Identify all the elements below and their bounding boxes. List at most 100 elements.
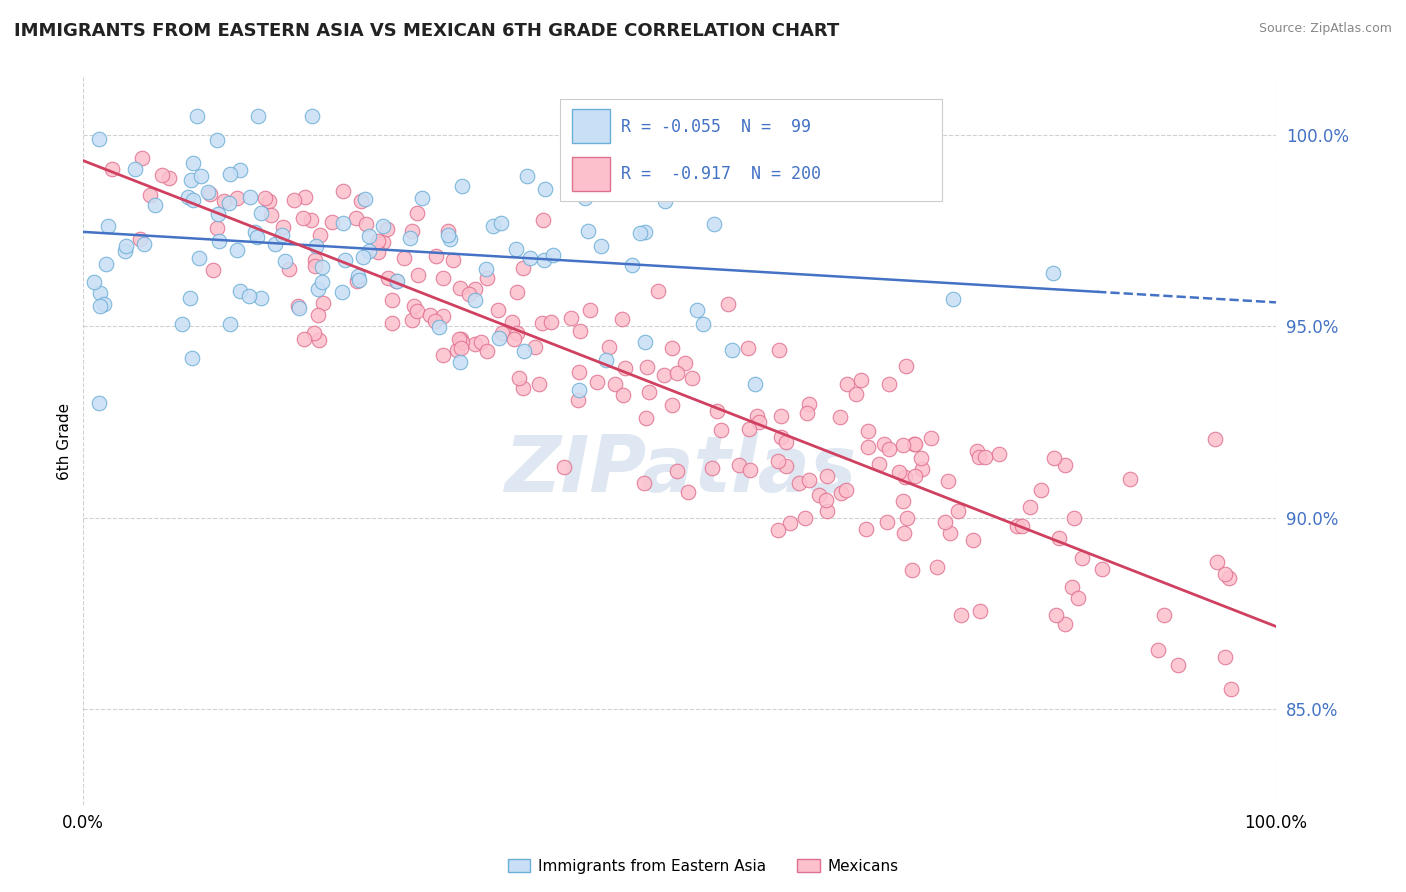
Point [543, 248, 565, 262]
Point [512, 261, 534, 276]
Point [377, 270, 399, 285]
Point [775, 459, 797, 474]
Point [612, 153, 634, 168]
Point [87, 396, 110, 410]
Point [491, 216, 513, 230]
Point [176, 189, 198, 203]
Point [891, 438, 914, 452]
Point [1060, 580, 1083, 594]
Point [815, 492, 838, 507]
Point [299, 213, 322, 227]
Point [962, 533, 984, 548]
Point [1147, 642, 1170, 657]
Point [815, 468, 838, 483]
Point [910, 450, 932, 465]
Point [312, 295, 335, 310]
Point [181, 155, 204, 169]
Point [180, 172, 202, 186]
Point [830, 485, 852, 500]
Point [728, 458, 751, 473]
Point [835, 483, 858, 497]
Point [799, 473, 821, 487]
Point [214, 194, 236, 208]
Point [201, 263, 224, 277]
Text: ZIPatlas: ZIPatlas [503, 432, 856, 508]
Point [1167, 658, 1189, 673]
Point [560, 311, 582, 326]
Point [464, 282, 486, 296]
Point [229, 285, 252, 299]
Point [925, 560, 948, 574]
Point [531, 213, 554, 227]
Point [311, 260, 333, 275]
Point [274, 253, 297, 268]
Point [631, 176, 654, 190]
Point [450, 332, 472, 346]
Point [628, 226, 651, 240]
Point [157, 170, 180, 185]
Point [333, 253, 356, 268]
Point [470, 335, 492, 350]
Point [464, 293, 486, 307]
Point [1153, 608, 1175, 623]
Point [1205, 555, 1227, 569]
Point [488, 331, 510, 345]
Point [849, 373, 872, 387]
Point [770, 429, 793, 443]
Point [94, 257, 117, 271]
Point [447, 332, 470, 346]
Point [706, 404, 728, 418]
Text: IMMIGRANTS FROM EASTERN ASIA VS MEXICAN 6TH GRADE CORRELATION CHART: IMMIGRANTS FROM EASTERN ASIA VS MEXICAN … [14, 22, 839, 40]
Point [1047, 531, 1070, 545]
Point [796, 406, 818, 420]
Point [1053, 617, 1076, 632]
Point [612, 388, 634, 402]
Point [457, 287, 479, 301]
Point [987, 447, 1010, 461]
Point [738, 422, 761, 436]
Point [512, 381, 534, 395]
Point [1213, 566, 1236, 581]
Point [432, 270, 454, 285]
Point [1054, 458, 1077, 472]
Point [1042, 267, 1064, 281]
Point [89, 286, 111, 301]
Point [354, 192, 377, 206]
Point [247, 109, 270, 123]
Point [893, 526, 915, 541]
Point [636, 359, 658, 374]
Point [702, 461, 724, 475]
Point [93, 296, 115, 310]
Point [506, 285, 529, 300]
Point [225, 244, 247, 258]
Point [1007, 518, 1029, 533]
Point [634, 225, 657, 239]
Point [307, 308, 329, 322]
Point [238, 190, 260, 204]
Point [527, 377, 550, 392]
Point [873, 437, 896, 451]
Point [828, 410, 851, 425]
Point [283, 193, 305, 207]
Point [436, 224, 458, 238]
Point [516, 169, 538, 183]
Point [1119, 472, 1142, 486]
Point [406, 206, 429, 220]
Point [949, 608, 972, 623]
Point [586, 376, 609, 390]
Point [385, 274, 408, 288]
Point [634, 410, 657, 425]
Point [419, 308, 441, 322]
Point [307, 282, 329, 296]
Point [246, 229, 269, 244]
Point [568, 384, 591, 398]
Point [188, 251, 211, 265]
Point [502, 332, 524, 346]
Point [738, 462, 761, 476]
Point [665, 464, 688, 478]
Point [253, 191, 276, 205]
Point [89, 299, 111, 313]
Point [302, 326, 325, 340]
Point [129, 232, 152, 246]
Point [896, 511, 918, 525]
